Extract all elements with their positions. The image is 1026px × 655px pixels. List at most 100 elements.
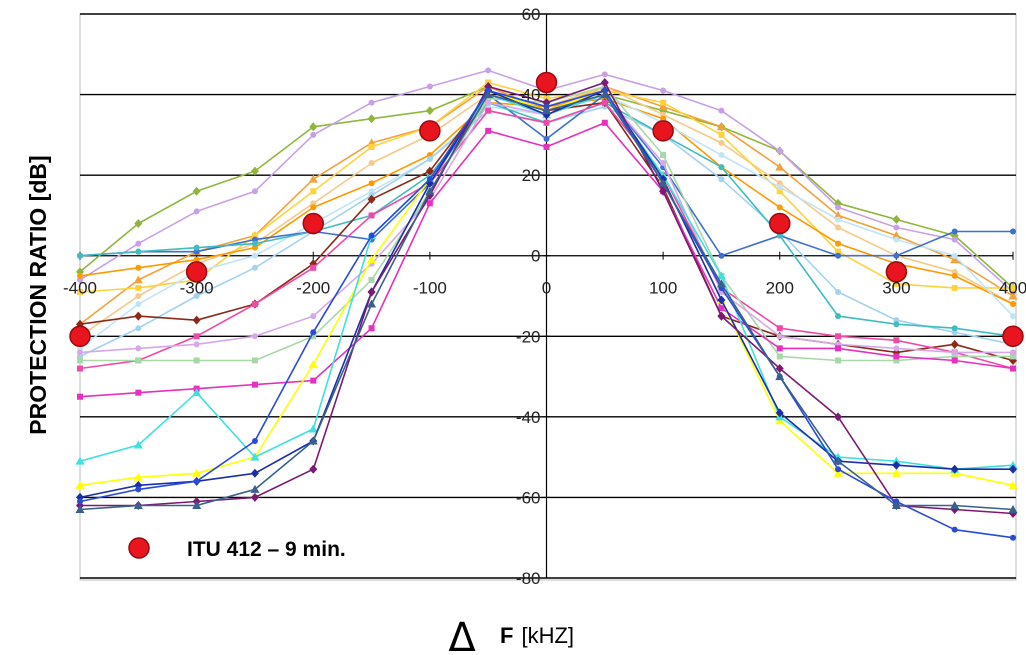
- data-point: [951, 349, 958, 356]
- data-point: [775, 364, 784, 374]
- data-point: [192, 500, 202, 509]
- data-point: [485, 107, 492, 114]
- data-point: [776, 353, 783, 360]
- y-axis-label: PROTECTION RATIO [dB]: [25, 155, 51, 434]
- data-point: [1008, 460, 1018, 469]
- data-point: [600, 77, 609, 87]
- data-point: [716, 279, 726, 288]
- data-point: [835, 466, 842, 473]
- data-point: [302, 212, 324, 235]
- data-point: [835, 313, 842, 320]
- data-point: [69, 325, 91, 348]
- data-point: [367, 114, 376, 124]
- y-tick-label: -40: [516, 408, 541, 427]
- data-point: [652, 120, 674, 142]
- data-point: [368, 99, 375, 106]
- data-point: [950, 500, 960, 509]
- data-point: [309, 464, 318, 474]
- data-point: [892, 460, 901, 470]
- x-axis-label-text: F [kHZ]: [500, 623, 574, 648]
- data-point: [835, 357, 842, 364]
- y-tick-label: -20: [516, 327, 541, 346]
- data-point: [135, 389, 142, 396]
- data-point: [660, 87, 667, 94]
- x-axis-unit: [kHZ]: [521, 623, 574, 648]
- data-point: [426, 200, 433, 207]
- data-point: [1008, 505, 1018, 514]
- data-point: [893, 252, 900, 259]
- data-point: [543, 143, 550, 150]
- data-point: [426, 83, 433, 90]
- data-point: [250, 492, 259, 502]
- data-point: [892, 214, 901, 224]
- data-point: [776, 188, 783, 195]
- data-point: [308, 174, 318, 183]
- data-point: [893, 345, 900, 352]
- data-point: [951, 325, 958, 332]
- data-point: [718, 107, 725, 114]
- data-point: [776, 345, 783, 352]
- data-point: [835, 345, 842, 352]
- x-axis-label: Δ F [kHZ]: [448, 615, 574, 655]
- data-point: [834, 412, 843, 422]
- data-point: [718, 164, 725, 171]
- data-point: [308, 436, 318, 445]
- data-point: [833, 468, 843, 477]
- data-point: [951, 526, 958, 533]
- data-point: [368, 160, 375, 167]
- data-point: [193, 244, 200, 251]
- data-point: [75, 456, 85, 465]
- data-point: [425, 166, 434, 176]
- legend-marker: [128, 537, 150, 559]
- data-point: [135, 293, 142, 299]
- data-point: [193, 293, 200, 299]
- data-point: [251, 333, 258, 340]
- data-point: [193, 208, 200, 215]
- data-point: [660, 160, 667, 167]
- data-point: [1010, 534, 1016, 541]
- data-point: [1002, 325, 1024, 348]
- data-point: [1009, 464, 1017, 474]
- x-tick-label: 200: [766, 279, 794, 298]
- data-point: [718, 176, 725, 183]
- data-point: [658, 178, 668, 187]
- data-point: [367, 299, 377, 308]
- data-point: [368, 232, 375, 239]
- legend: ITU 412 – 9 min.: [128, 537, 346, 561]
- data-point: [891, 500, 901, 509]
- data-point: [368, 212, 375, 219]
- data-point: [309, 122, 318, 132]
- data-point: [77, 393, 83, 400]
- data-point: [1008, 291, 1018, 300]
- data-point: [951, 236, 958, 243]
- data-point: [776, 325, 783, 332]
- data-point: [718, 152, 725, 158]
- data-point: [192, 388, 202, 397]
- data-point: [776, 147, 783, 154]
- data-point: [77, 272, 83, 279]
- data-point: [535, 71, 558, 94]
- data-point: [893, 224, 900, 231]
- series-layer: [69, 67, 1024, 541]
- data-point: [483, 90, 493, 99]
- delta-symbol: Δ: [448, 615, 476, 655]
- y-tick-label: 20: [522, 166, 541, 185]
- data-point: [659, 186, 668, 196]
- data-point: [133, 275, 143, 284]
- data-point: [426, 156, 433, 163]
- data-point: [133, 440, 143, 449]
- data-point: [1010, 313, 1016, 320]
- y-tick-label: -80: [516, 569, 541, 588]
- data-point: [601, 99, 608, 106]
- x-tick-label: 100: [649, 279, 677, 298]
- x-axis-variable: F: [500, 623, 513, 648]
- data-point: [893, 357, 900, 364]
- data-point: [419, 120, 441, 142]
- data-point: [192, 186, 201, 196]
- data-point: [835, 240, 842, 247]
- series-itu-412: [69, 71, 1024, 348]
- data-point: [951, 228, 958, 235]
- data-point: [1008, 480, 1018, 489]
- data-point: [718, 305, 725, 312]
- data-point: [951, 272, 958, 279]
